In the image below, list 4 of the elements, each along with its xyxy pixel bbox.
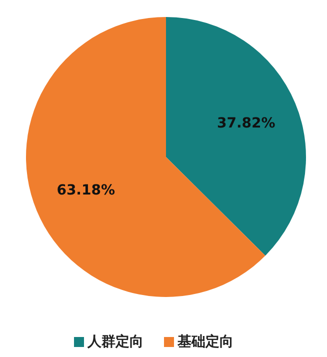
legend-label: 基础定向 <box>178 334 234 350</box>
legend-label: 人群定向 <box>88 334 144 350</box>
data-label: 37.82% <box>216 116 276 132</box>
data-label: 63.18% <box>56 182 116 198</box>
